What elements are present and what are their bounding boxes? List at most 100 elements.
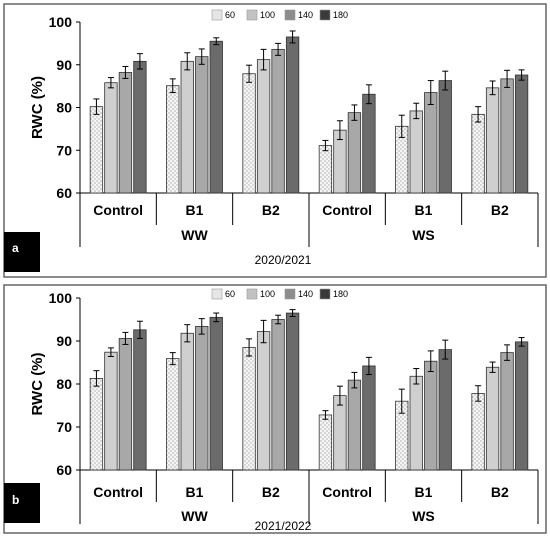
- bar: [285, 312, 300, 471]
- bar: [438, 80, 452, 194]
- bar: [409, 110, 423, 194]
- legend-swatch: [246, 288, 258, 300]
- bar: [333, 395, 347, 471]
- x-group-label: WS: [412, 227, 435, 243]
- bar: [318, 414, 333, 471]
- y-tick-label: 70: [56, 142, 72, 158]
- bar: [180, 332, 194, 471]
- x-group-label: WW: [181, 227, 208, 243]
- legend-label: 100: [260, 289, 275, 299]
- bar: [471, 113, 485, 194]
- x-category-label: B1: [186, 202, 204, 218]
- bar: [438, 349, 452, 471]
- legend-swatch: [284, 9, 296, 21]
- y-tick-label: 90: [56, 57, 72, 73]
- panel-badge: [4, 232, 40, 272]
- bar: [118, 338, 133, 471]
- y-axis-label: RWC (%): [29, 352, 46, 415]
- bar: [409, 375, 423, 471]
- bar: [209, 40, 223, 194]
- bar: [271, 319, 285, 471]
- legend-swatch: [211, 9, 223, 21]
- legend-swatch: [319, 9, 331, 21]
- bar: [485, 87, 500, 194]
- bar: [271, 48, 285, 194]
- chart-panel-a: 60 70 80 90 100 RWC (%) Control B1 B2 Control B1 B2…: [3, 3, 547, 278]
- bar: [347, 379, 362, 471]
- y-tick-label: 60: [56, 185, 72, 201]
- y-tick-label: 60: [56, 462, 72, 478]
- bar: [89, 106, 104, 194]
- bar: [256, 59, 271, 194]
- bar: [118, 72, 133, 194]
- y-tick-label: 70: [56, 419, 72, 435]
- x-group-label: WW: [181, 508, 208, 524]
- bar: [347, 112, 362, 194]
- x-category-label: B2: [491, 202, 509, 218]
- legend-label: 180: [333, 289, 348, 299]
- bar: [500, 352, 514, 471]
- panel-badge-label: a: [12, 241, 19, 255]
- bar: [362, 93, 376, 194]
- bar: [209, 316, 223, 471]
- bar: [133, 60, 147, 194]
- legend-swatch: [211, 288, 223, 300]
- chart-panel-b: 60 70 80 90 100 RWC (%) Control B1 B2 Control B1 B2…: [3, 284, 547, 534]
- bar: [318, 145, 333, 194]
- panel-badge-label: b: [12, 493, 19, 507]
- bar: [485, 366, 500, 471]
- legend-label: 140: [298, 10, 313, 20]
- bar: [180, 60, 194, 194]
- panel-frame: [3, 3, 547, 278]
- x-group-label: WS: [412, 508, 435, 524]
- legend-label: 60: [225, 289, 235, 299]
- bar: [514, 74, 529, 194]
- bar: [242, 347, 256, 471]
- legend-label: 60: [225, 10, 235, 20]
- bar: [89, 378, 104, 471]
- bar: [104, 351, 118, 471]
- y-axis-label: RWC (%): [29, 76, 46, 139]
- bar: [133, 329, 147, 471]
- bar: [256, 331, 271, 471]
- x-category-label: B2: [491, 484, 509, 500]
- y-tick-label: 80: [56, 376, 72, 392]
- x-category-label: Control: [93, 484, 143, 500]
- bar: [166, 85, 180, 194]
- x-category-label: B2: [262, 202, 280, 218]
- bar: [195, 325, 209, 471]
- legend-swatch: [246, 9, 258, 21]
- x-category-label: B1: [415, 202, 433, 218]
- x-category-label: B2: [262, 484, 280, 500]
- legend-swatch: [319, 288, 331, 300]
- bar: [424, 92, 438, 194]
- x-category-label: Control: [322, 202, 372, 218]
- legend-label: 100: [260, 10, 275, 20]
- x-category-label: Control: [93, 202, 143, 218]
- legend-label: 140: [298, 289, 313, 299]
- panel-title: 2021/2022: [255, 519, 312, 533]
- panel-title: 2020/2021: [255, 253, 312, 267]
- x-category-label: B1: [415, 484, 433, 500]
- panel-badge: [4, 483, 40, 523]
- bar: [104, 82, 118, 194]
- y-tick-label: 80: [56, 100, 72, 116]
- bar: [285, 36, 300, 194]
- y-tick-label: 90: [56, 333, 72, 349]
- bar: [500, 78, 514, 194]
- bar: [514, 341, 529, 471]
- bar: [166, 358, 180, 471]
- x-category-label: Control: [322, 484, 372, 500]
- bar: [471, 393, 485, 471]
- y-tick-label: 100: [49, 14, 73, 30]
- panel-frame: [3, 284, 547, 534]
- x-category-label: B1: [186, 484, 204, 500]
- bar: [362, 365, 376, 471]
- bar: [195, 56, 209, 194]
- bar: [242, 73, 256, 194]
- legend-label: 180: [333, 10, 348, 20]
- bar: [424, 360, 438, 471]
- legend-swatch: [284, 288, 296, 300]
